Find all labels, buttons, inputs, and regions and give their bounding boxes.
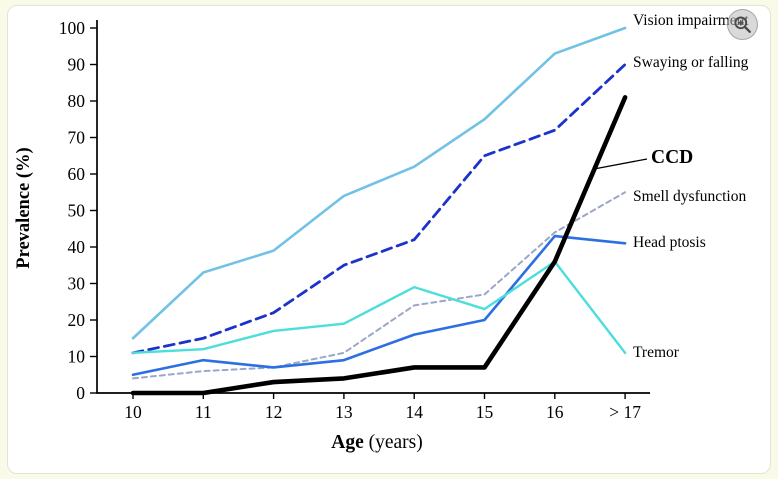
magnifier-plus-icon — [734, 16, 751, 33]
y-tick-label: 70 — [68, 128, 86, 148]
series-label-swaying-or-falling: Swaying or falling — [633, 54, 749, 71]
ccd-pointer-line — [593, 158, 648, 170]
x-tick-label: 13 — [335, 402, 353, 422]
y-axis-title: Prevalence (%) — [14, 147, 34, 268]
y-tick-label: 60 — [68, 164, 86, 184]
series-label-vision-impairment: Vision impairment — [633, 12, 749, 29]
y-tick-label: 90 — [68, 55, 86, 75]
chart-panel — [7, 5, 771, 474]
x-tick-label: 12 — [265, 402, 283, 422]
series-label-head-ptosis: Head ptosis — [633, 234, 706, 251]
zoom-icon[interactable] — [727, 9, 758, 40]
y-tick-label: 50 — [68, 201, 86, 221]
x-tick-label: 15 — [476, 402, 494, 422]
series-line-ccd — [130, 95, 628, 396]
y-tick-label: 40 — [68, 237, 86, 257]
series-label-ccd: CCD — [651, 147, 693, 168]
series-label-tremor: Tremor — [633, 344, 680, 361]
y-tick-label: 0 — [76, 383, 85, 403]
y-tick-label: 10 — [68, 347, 86, 367]
x-tick-label: 14 — [405, 402, 423, 422]
series-line-tremor — [131, 260, 627, 355]
series-line-swaying-or-falling — [131, 63, 627, 355]
axes — [96, 20, 650, 394]
series-line-vision-impairment — [131, 26, 627, 340]
x-tick-label: 11 — [195, 402, 212, 422]
y-tick-label: 30 — [68, 274, 86, 294]
x-tick-label: 16 — [546, 402, 564, 422]
series-label-smell-dysfunction: Smell dysfunction — [633, 188, 746, 205]
x-tick-label: 10 — [124, 402, 142, 422]
x-axis-title: Age (years) — [331, 432, 423, 453]
series-line-smell-dysfunction — [132, 191, 627, 380]
x-tick-label: > 17 — [609, 402, 641, 422]
series-line-head-ptosis — [131, 234, 627, 377]
y-tick-label: 80 — [68, 91, 86, 111]
y-tick-label: 100 — [59, 18, 86, 38]
y-tick-label: 20 — [68, 310, 86, 330]
